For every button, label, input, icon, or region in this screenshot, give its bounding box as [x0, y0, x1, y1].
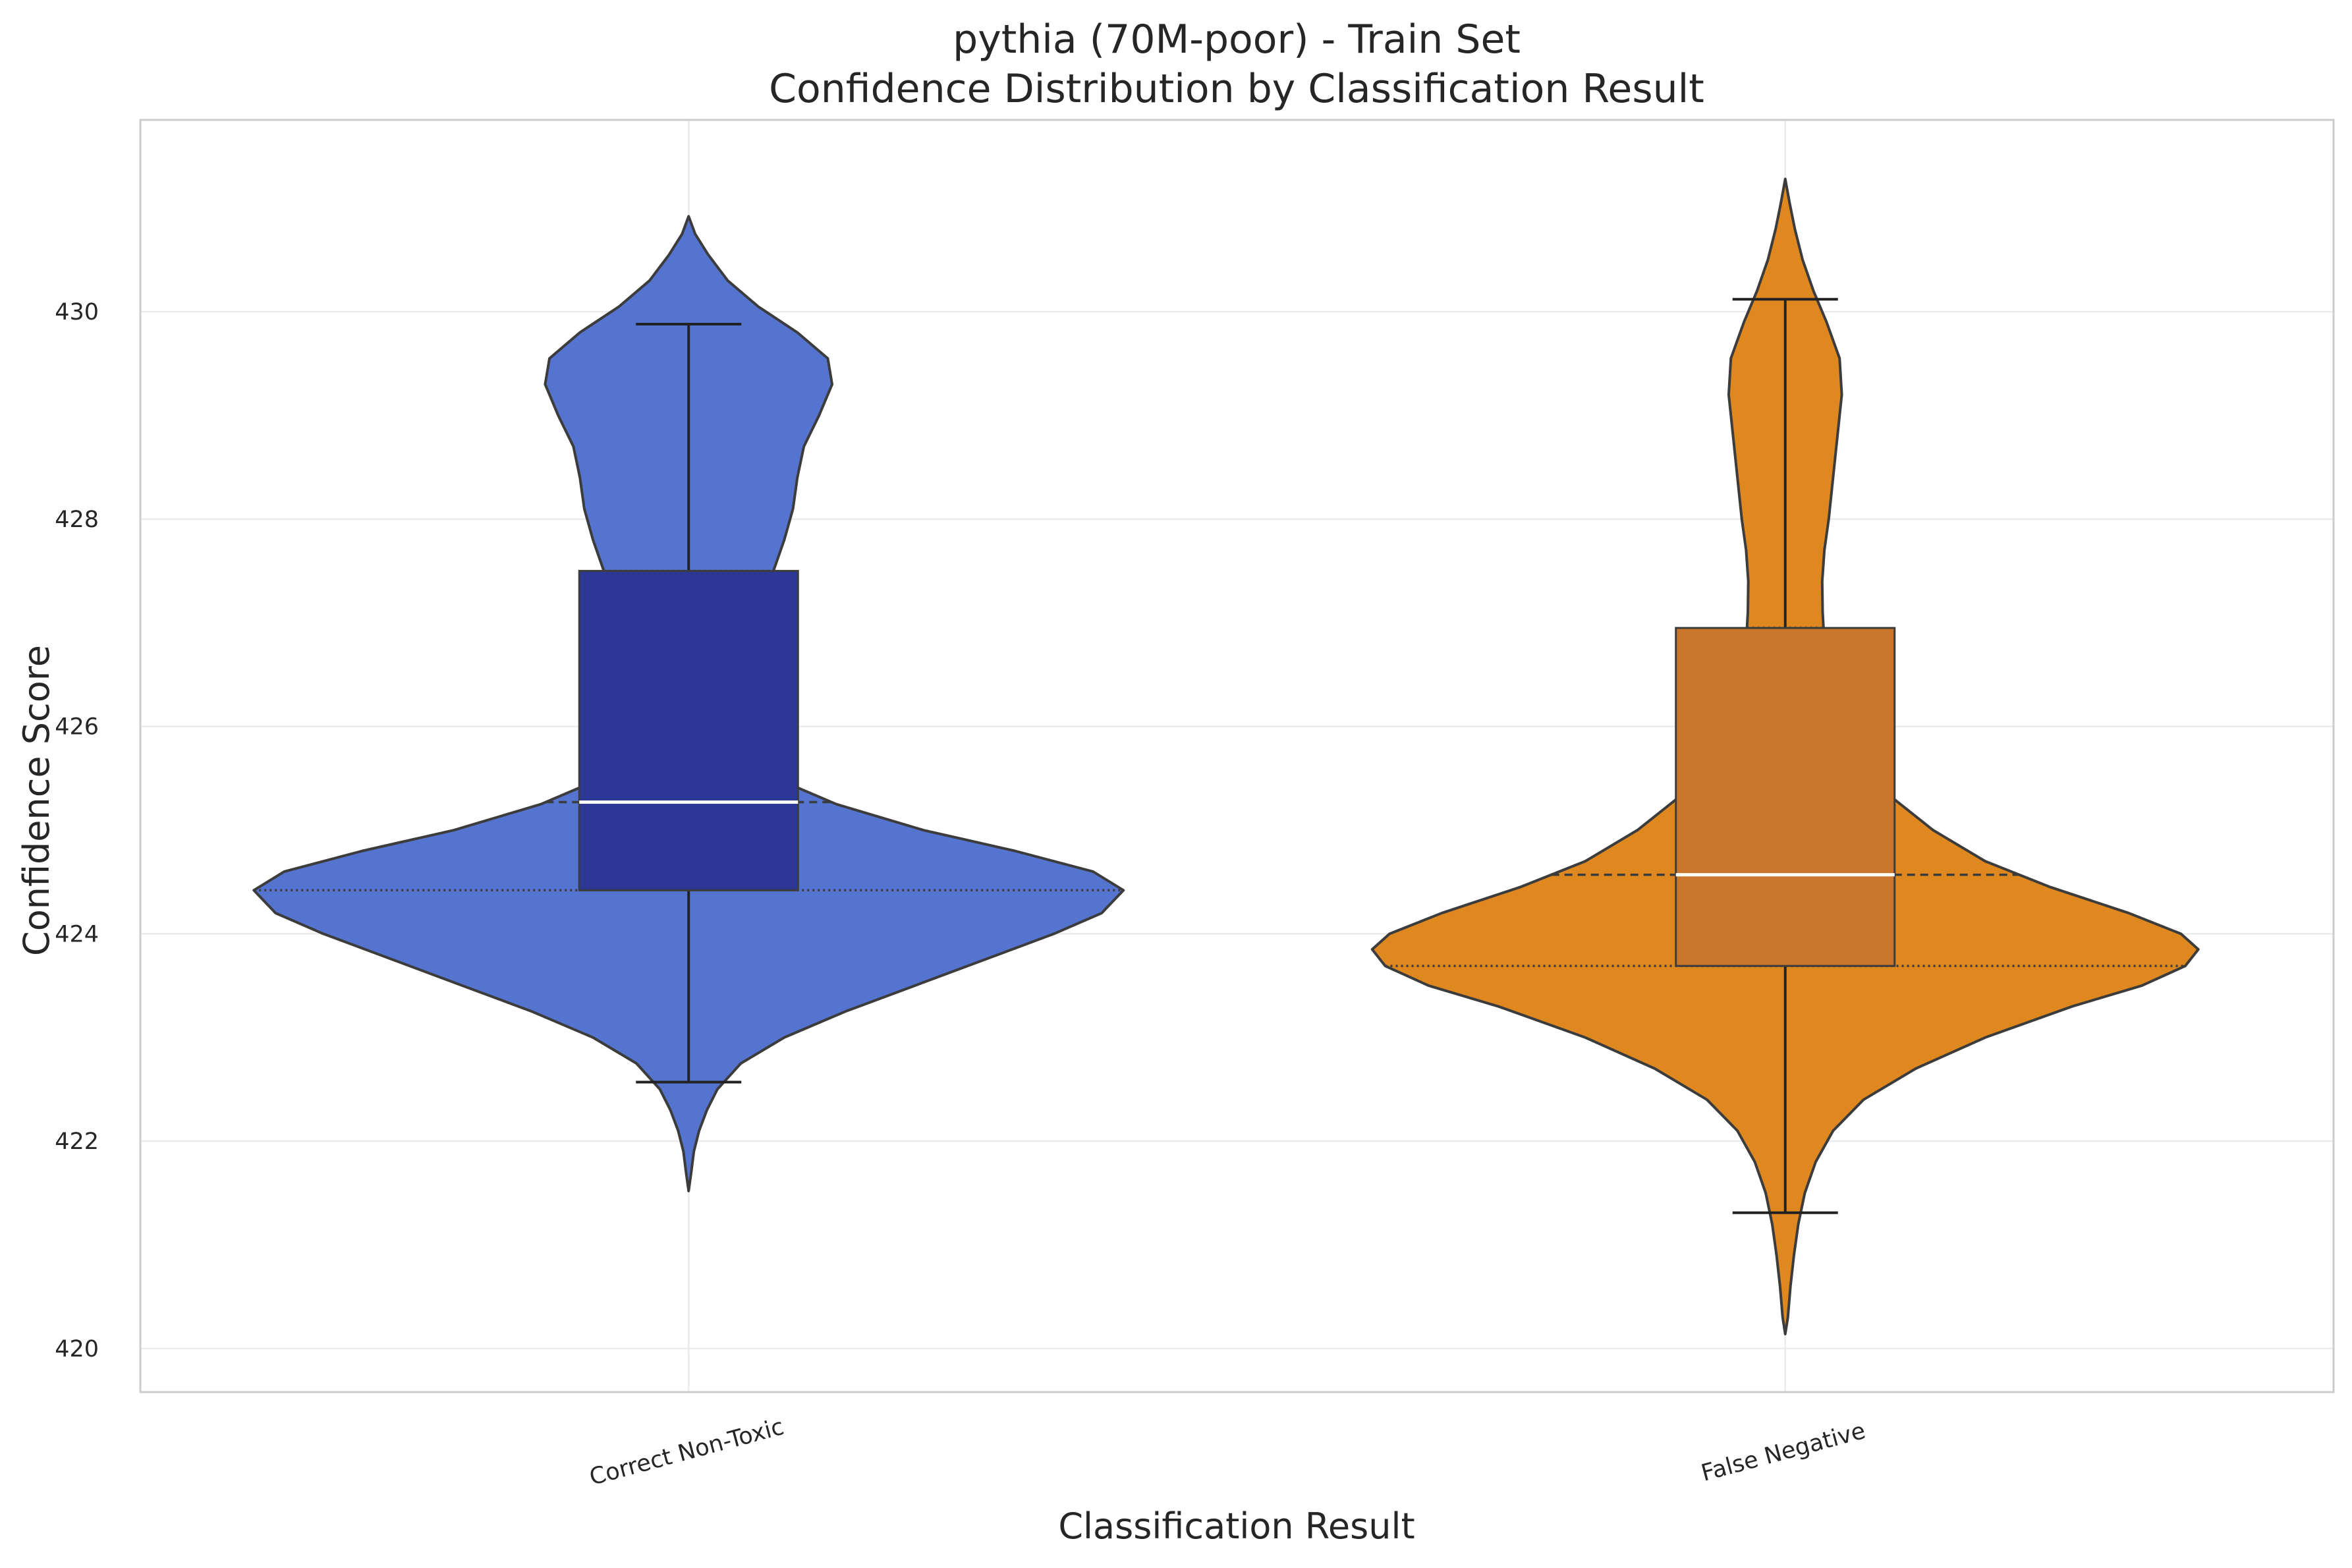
x-axis-label: Classification Result [1058, 1505, 1414, 1547]
x-tick-label: False Negative [1698, 1418, 1868, 1487]
y-tick-label: 426 [55, 714, 99, 741]
plot-area [252, 177, 2200, 1335]
iqr-box [578, 570, 799, 891]
y-tick-label: 424 [55, 921, 99, 947]
plot-frame [139, 119, 2335, 1393]
y-tick-label: 420 [55, 1336, 99, 1362]
grid-lines [140, 120, 2334, 1392]
iqr-box [1675, 627, 1896, 967]
violin-group [1370, 177, 2200, 1335]
y-axis-label: Confidence Score [16, 645, 57, 956]
x-tick-label: Correct Non-Toxic [587, 1414, 787, 1491]
y-tick-label: 430 [55, 299, 99, 325]
y-tick-label: 422 [55, 1129, 99, 1155]
violin-group [252, 215, 1125, 1192]
y-tick-label: 428 [55, 507, 99, 533]
chart-title: pythia (70M-poor) - Train Set [953, 16, 1521, 63]
chart-subtitle: Confidence Distribution by Classificatio… [769, 66, 1704, 112]
